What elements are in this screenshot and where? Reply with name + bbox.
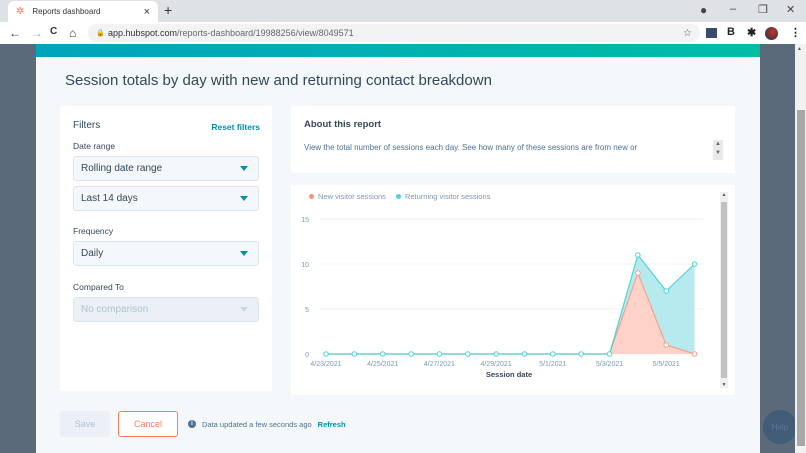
- tab-close-icon[interactable]: ×: [143, 5, 150, 18]
- browser-menu-icon[interactable]: ⋮: [790, 27, 801, 39]
- legend-dot-icon: [395, 194, 401, 199]
- reload-button[interactable]: C: [50, 26, 58, 37]
- date-range-value: Last 14 days: [81, 193, 138, 204]
- chevron-down-icon: [240, 307, 248, 312]
- help-button[interactable]: Help: [763, 410, 797, 444]
- tab-title: Reports dashboard: [32, 7, 101, 16]
- profile-shield-icon[interactable]: ●: [700, 3, 708, 17]
- chart-legend: New visitor sessions Returning visitor s…: [309, 192, 490, 201]
- page-scrollbar[interactable]: ▲: [795, 44, 806, 453]
- scroll-up-icon[interactable]: ▲: [721, 192, 727, 198]
- compared-to-select[interactable]: No comparison: [73, 297, 259, 322]
- svg-text:5/3/2021: 5/3/2021: [596, 361, 623, 368]
- svg-text:0: 0: [305, 352, 309, 359]
- scroll-down-icon[interactable]: ▼: [721, 382, 727, 388]
- svg-text:4/23/2021: 4/23/2021: [310, 361, 341, 368]
- profile-avatar[interactable]: [765, 27, 778, 40]
- reset-filters-link[interactable]: Reset filters: [211, 122, 260, 132]
- filters-heading: Filters: [73, 120, 101, 131]
- legend-new-visitors[interactable]: New visitor sessions: [309, 192, 386, 201]
- chart-panel: New visitor sessions Returning visitor s…: [291, 185, 735, 395]
- scrollbar-thumb[interactable]: [721, 202, 727, 378]
- chevron-down-icon: [240, 166, 248, 171]
- modal-footer: Save Cancel i Data updated a few seconds…: [60, 411, 346, 437]
- report-title: Session totals by day with new and retur…: [65, 72, 492, 89]
- frequency-select[interactable]: Daily: [73, 241, 259, 266]
- status-text: Data updated a few seconds ago: [202, 419, 312, 429]
- filters-panel: Filters Reset filters Date range Rolling…: [60, 106, 272, 391]
- browser-toolbar: ← → C ⌂ 🔒 app.hubspot.com/reports-dashbo…: [0, 22, 806, 44]
- browser-tab-bar: ✲ Reports dashboard × + ● – ❐ ✕: [0, 0, 806, 22]
- minimize-button[interactable]: –: [730, 3, 737, 15]
- data-status: i Data updated a few seconds ago Refresh: [188, 420, 346, 429]
- legend-label: New visitor sessions: [318, 192, 386, 201]
- svg-text:5/5/2021: 5/5/2021: [653, 361, 680, 368]
- url-domain: app.hubspot.com: [108, 28, 178, 38]
- extension-screen-icon[interactable]: [706, 28, 717, 38]
- hubspot-favicon-icon: ✲: [16, 6, 25, 17]
- date-range-label: Date range: [73, 141, 116, 151]
- chart-scrollbar[interactable]: ▲ ▼: [720, 192, 728, 388]
- bookmark-star-icon[interactable]: ☆: [683, 27, 692, 39]
- frequency-label: Frequency: [73, 226, 114, 236]
- cancel-button[interactable]: Cancel: [118, 411, 178, 437]
- svg-text:4/25/2021: 4/25/2021: [367, 361, 398, 368]
- scrollbar-thumb[interactable]: [797, 110, 805, 446]
- about-report-panel: About this report View the total number …: [291, 106, 735, 173]
- svg-text:4/29/2021: 4/29/2021: [481, 361, 512, 368]
- svg-text:Session date: Session date: [486, 370, 532, 379]
- url-path: /reports-dashboard/19988256/view/8049571: [177, 28, 354, 38]
- restore-button[interactable]: ❐: [758, 4, 768, 16]
- svg-text:5/1/2021: 5/1/2021: [539, 361, 566, 368]
- frequency-value: Daily: [81, 248, 104, 259]
- svg-text:15: 15: [301, 217, 309, 224]
- scroll-up-icon[interactable]: ▲: [797, 46, 802, 52]
- svg-text:10: 10: [301, 262, 309, 269]
- chevron-down-icon: [240, 251, 248, 256]
- compared-to-value: No comparison: [81, 304, 149, 315]
- home-button[interactable]: ⌂: [69, 26, 77, 40]
- modal-accent-bar: [36, 44, 760, 57]
- new-tab-button[interactable]: +: [164, 2, 173, 18]
- extension-b-icon[interactable]: B: [727, 26, 735, 38]
- address-bar[interactable]: 🔒 app.hubspot.com/reports-dashboard/1998…: [88, 24, 700, 42]
- date-range-type-value: Rolling date range: [81, 163, 163, 174]
- browser-tab[interactable]: ✲ Reports dashboard ×: [8, 1, 158, 22]
- date-range-value-select[interactable]: Last 14 days: [73, 186, 259, 211]
- window-close-button[interactable]: ✕: [786, 4, 796, 16]
- page-overlay: Session totals by day with new and retur…: [0, 44, 797, 453]
- save-button[interactable]: Save: [60, 411, 110, 437]
- extensions-puzzle-icon[interactable]: ✱: [747, 27, 757, 39]
- compared-to-label: Compared To: [73, 282, 124, 292]
- legend-returning-visitors[interactable]: Returning visitor sessions: [395, 192, 491, 201]
- legend-label: Returning visitor sessions: [404, 192, 491, 201]
- refresh-link[interactable]: Refresh: [317, 419, 346, 429]
- info-icon: i: [188, 420, 196, 428]
- about-text: View the total number of sessions each d…: [304, 143, 638, 152]
- report-modal: Session totals by day with new and retur…: [36, 44, 760, 453]
- back-button[interactable]: ←: [9, 26, 21, 40]
- svg-text:5: 5: [305, 307, 309, 314]
- lock-icon: 🔒: [96, 30, 105, 37]
- date-range-type-select[interactable]: Rolling date range: [73, 156, 259, 181]
- about-heading: About this report: [304, 119, 382, 130]
- legend-dot-icon: [309, 194, 314, 199]
- chevron-down-icon: [240, 196, 248, 201]
- about-scrollbar[interactable]: ▲ ▼: [713, 140, 723, 160]
- session-area-chart: 0 5 10 15 4/23/2021 4/25/2021 4/27/2021 4/29/20…: [301, 217, 703, 379]
- forward-button[interactable]: →: [31, 26, 43, 40]
- svg-text:4/27/2021: 4/27/2021: [424, 361, 455, 368]
